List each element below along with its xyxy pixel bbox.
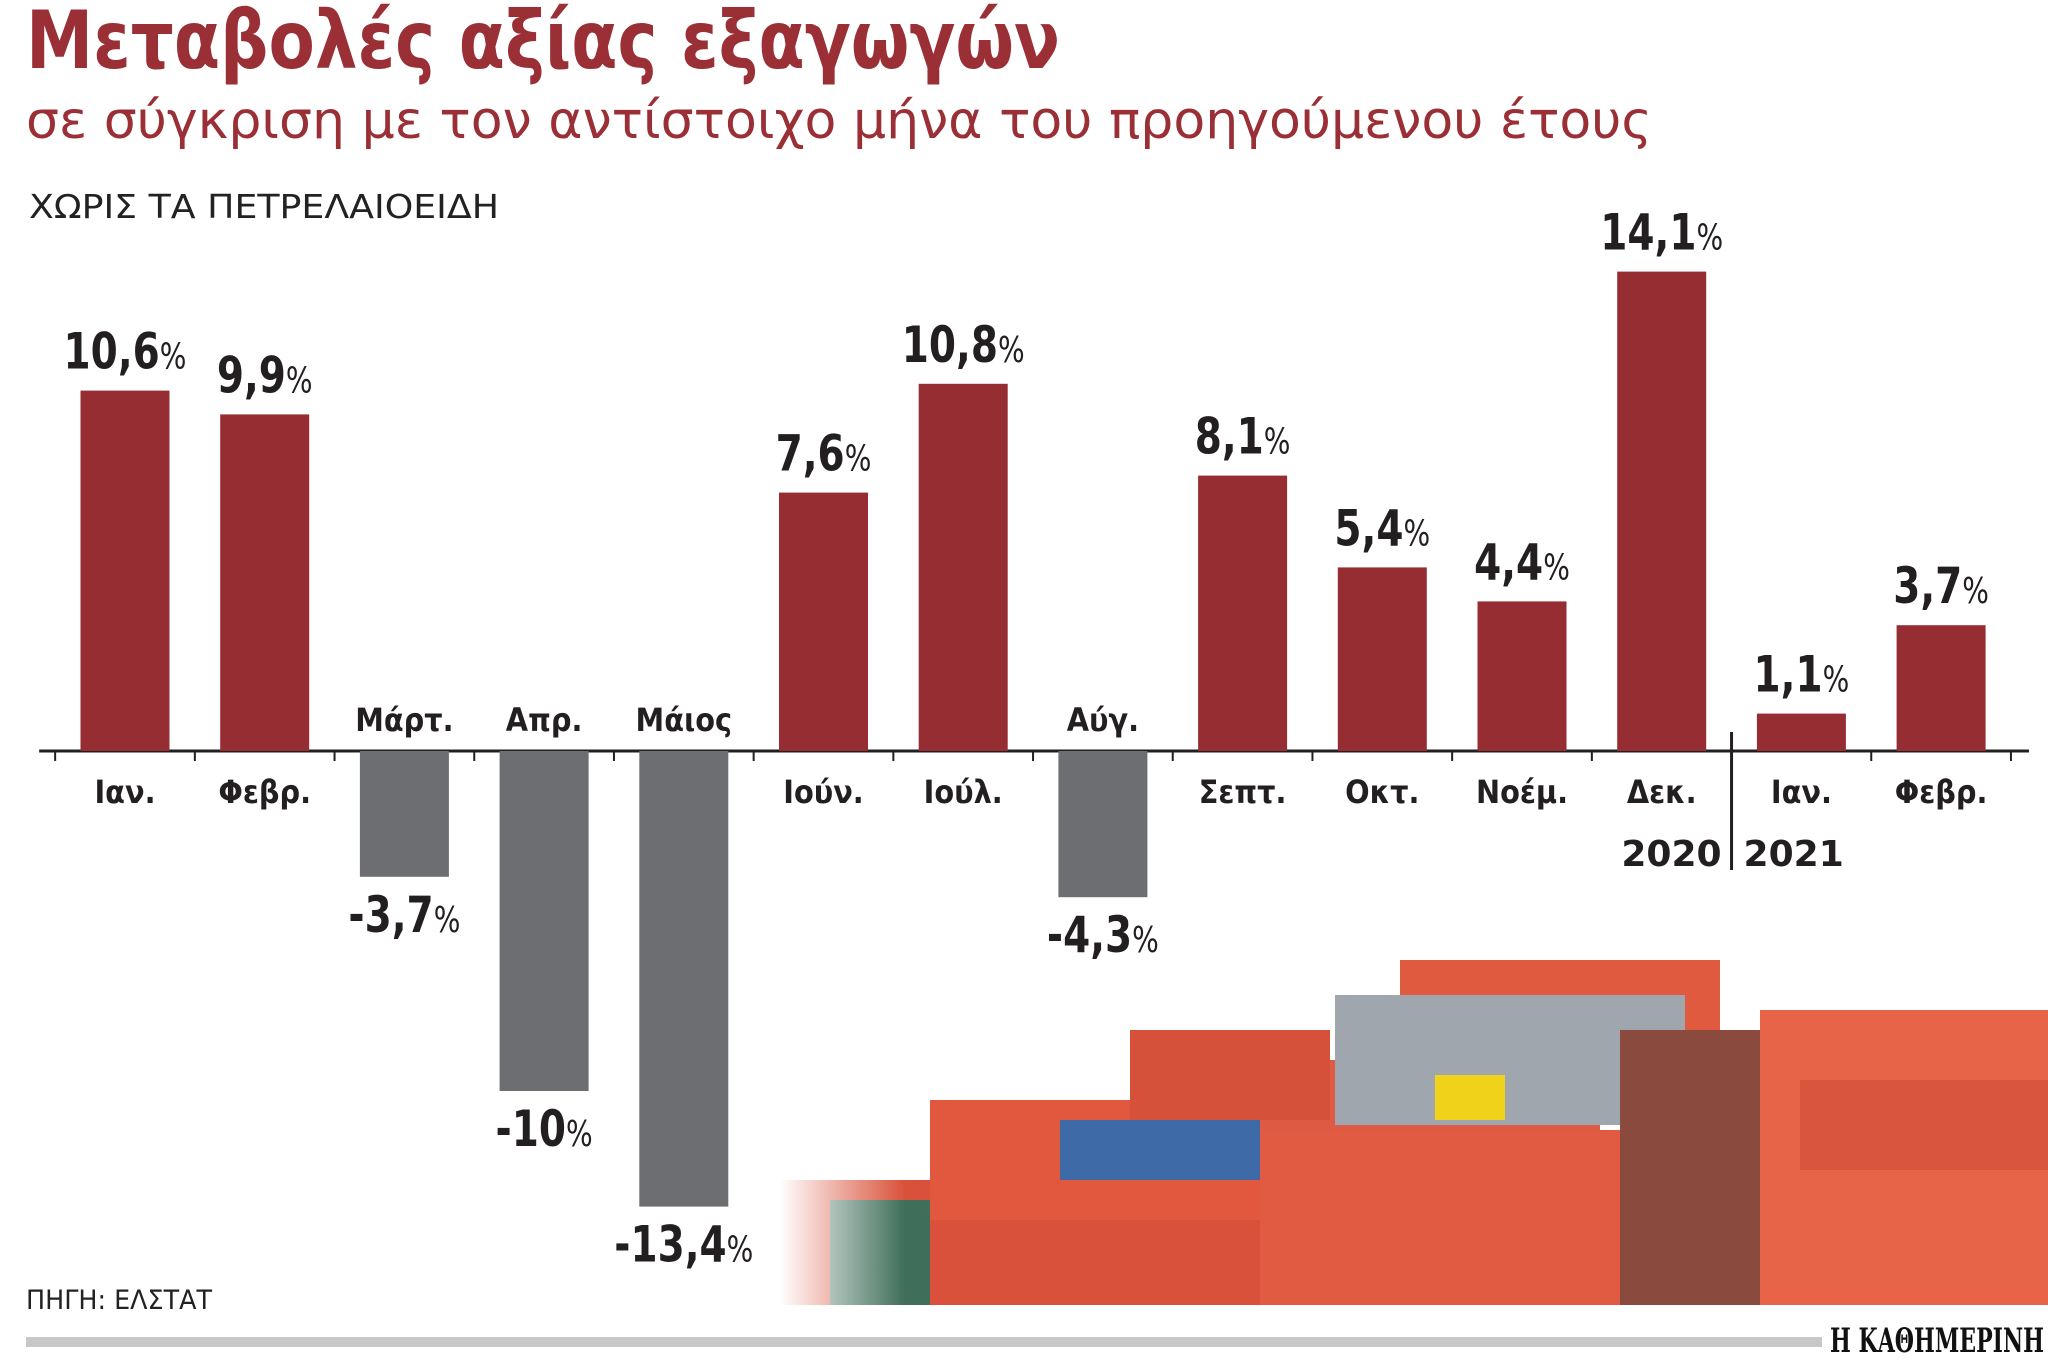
category-label: Φεβρ.	[218, 775, 311, 812]
kathimerini-logo: Η ΚΑΘΗΜΕΡΙΝΗ	[1830, 1321, 2044, 1361]
category-label: Απρ.	[506, 703, 583, 740]
category-label: Δεκ.	[1627, 775, 1697, 812]
bar	[1617, 271, 1707, 751]
value-label: 3,7%	[1893, 556, 1989, 615]
value-label: 7,6%	[776, 424, 872, 483]
value-label: 10,6%	[64, 322, 187, 381]
bar	[1896, 625, 1986, 751]
value-label: -3,7%	[348, 885, 460, 944]
bar	[220, 414, 310, 751]
value-label: -10%	[496, 1099, 593, 1158]
bar	[1058, 751, 1148, 898]
bar	[499, 751, 589, 1091]
value-label: 4,4%	[1474, 533, 1570, 592]
bar	[1756, 713, 1846, 751]
bar	[918, 383, 1008, 751]
chart-subtitle: σε σύγκριση με τον αντίστοιχο μήνα του π…	[26, 91, 1652, 151]
bar	[1337, 567, 1427, 751]
category-label: Αύγ.	[1067, 703, 1139, 740]
category-label: Ιαν.	[1771, 775, 1832, 812]
year-label: 2021	[1744, 834, 1844, 875]
category-label: Φεβρ.	[1895, 775, 1988, 812]
category-label: Σεπτ.	[1199, 775, 1287, 812]
bars: 10,6% Ιαν. 9,9% Φεβρ. -3,7% Μάρτ. -10% Απρ. -13,…	[39, 203, 2029, 1274]
value-label: 8,1%	[1195, 407, 1291, 466]
category-label: Νοέμ.	[1476, 775, 1568, 812]
footer-rule	[26, 1337, 1822, 1347]
value-label: 1,1%	[1754, 645, 1850, 704]
bar	[1477, 601, 1567, 751]
value-label: -4,3%	[1047, 905, 1159, 964]
category-label: Μάιος	[636, 703, 733, 740]
bar	[1198, 475, 1288, 751]
bar	[779, 492, 868, 751]
bar	[359, 751, 449, 877]
category-label: Ιαν.	[94, 775, 155, 812]
chart-note: ΧΩΡΙΣ ΤΑ ΠΕΤΡΕΛΑΙΟΕΙΔΗ	[29, 187, 499, 226]
value-label: 5,4%	[1334, 499, 1430, 558]
chart-title: Μεταβολές αξίας εξαγωγών	[26, 0, 1060, 87]
category-label: Ιούλ.	[924, 775, 1003, 812]
shipping-containers-photo	[780, 960, 2048, 1305]
value-label: 14,1%	[1600, 203, 1723, 262]
category-label: Μάρτ.	[355, 703, 453, 740]
value-label: 9,9%	[217, 346, 313, 405]
bar	[639, 751, 729, 1207]
source-note: ΠΗΓΗ: ΕΛΣΤΑΤ	[26, 1285, 212, 1316]
category-label: Ιούν.	[783, 775, 864, 812]
bar	[80, 390, 170, 751]
value-label: 10,8%	[902, 315, 1025, 374]
category-label: Οκτ.	[1345, 775, 1419, 812]
year-label: 2020	[1621, 834, 1721, 875]
value-label: -13,4%	[614, 1215, 753, 1274]
